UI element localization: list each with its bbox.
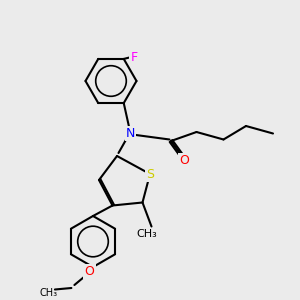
Text: CH₃: CH₃ <box>136 229 158 239</box>
Text: F: F <box>131 51 138 64</box>
Text: N: N <box>126 127 135 140</box>
Text: O: O <box>180 154 189 167</box>
Text: S: S <box>146 167 154 181</box>
Text: O: O <box>85 265 94 278</box>
Text: CH₃: CH₃ <box>40 287 58 298</box>
